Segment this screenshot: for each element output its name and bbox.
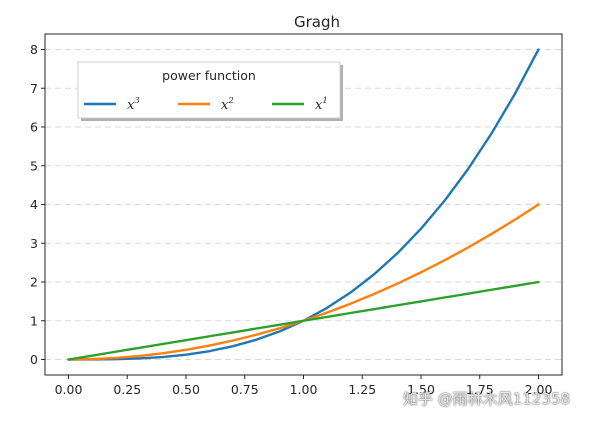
x-tick-label-1: 0.25 xyxy=(113,382,141,397)
x-tick-label-0: 0.00 xyxy=(55,382,83,397)
x-tick-label-2: 0.50 xyxy=(172,382,200,397)
y-tick-label-1: 1 xyxy=(30,313,38,328)
y-tick-label-7: 7 xyxy=(30,81,38,96)
legend: power function x3 x2 x1 xyxy=(77,61,343,121)
y-tick-label-8: 8 xyxy=(30,42,38,57)
x-tick-label-7: 1.75 xyxy=(466,382,494,397)
x-tick-label-3: 0.75 xyxy=(231,382,259,397)
y-tick-label-4: 4 xyxy=(30,197,38,212)
series-lines xyxy=(67,48,540,361)
x-tick-label-8: 2.00 xyxy=(525,382,553,397)
y-tick-label-5: 5 xyxy=(30,158,38,173)
y-tick-label-0: 0 xyxy=(30,352,38,367)
y-tick-label-2: 2 xyxy=(30,275,38,290)
x-tick-label-4: 1.00 xyxy=(290,382,318,397)
x-tick-label-6: 1.50 xyxy=(407,382,435,397)
chart-title: Gragh xyxy=(294,13,340,31)
legend-label-x1: x1 xyxy=(315,96,328,113)
legend-label-x2: x2 xyxy=(221,96,234,113)
legend-label-x3: x3 xyxy=(127,96,140,113)
legend-box xyxy=(77,61,341,119)
legend-entries: x3 x2 x1 xyxy=(84,96,328,113)
watermark: 知乎 @雨林木风112358 xyxy=(403,390,571,408)
x-axis-ticks: 0.00 0.25 0.50 0.75 1.00 1.25 1.50 1.75 2.00 xyxy=(55,375,553,397)
x-tick-label-5: 1.25 xyxy=(348,382,376,397)
legend-title: power function xyxy=(162,68,256,83)
y-axis-ticks: 0 1 2 3 4 5 6 7 8 xyxy=(30,42,45,367)
y-tick-label-6: 6 xyxy=(30,120,38,135)
y-tick-label-3: 3 xyxy=(30,236,38,251)
series-line-x1 xyxy=(67,280,540,361)
